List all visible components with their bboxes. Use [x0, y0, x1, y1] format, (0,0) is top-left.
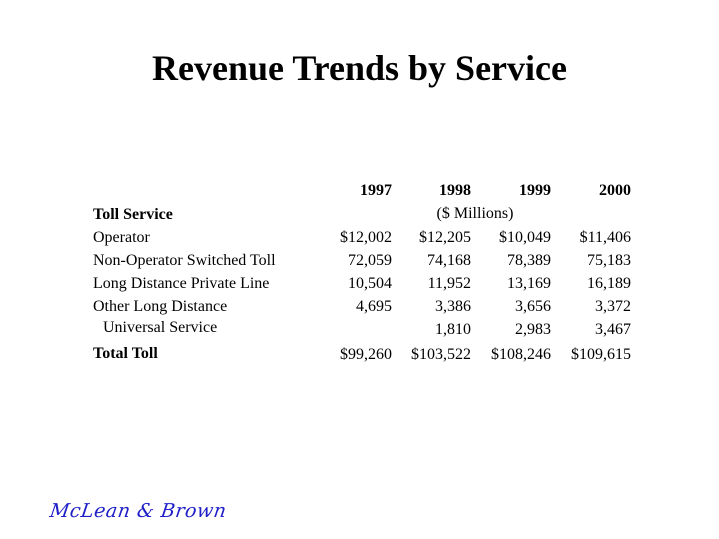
table-cell: $12,002 [340, 229, 392, 246]
row-label-other-long-distance: Other Long Distance [93, 298, 228, 315]
slide-title: Revenue Trends by Service [152, 48, 567, 88]
table-cell: 2,983 [515, 321, 551, 338]
year-header-1998: 1998 [439, 182, 471, 199]
table-cell: 3,386 [435, 298, 471, 315]
table-cell: $11,406 [579, 229, 631, 246]
table-cell: 13,169 [507, 275, 551, 292]
table-cell: 3,467 [595, 321, 631, 338]
table-cell: 3,372 [595, 298, 631, 315]
row-label-non-operator: Non-Operator Switched Toll [93, 252, 276, 269]
year-header-1997: 1997 [360, 182, 392, 199]
table-cell: 72,059 [348, 252, 392, 269]
row-label-total-toll: Total Toll [93, 345, 158, 362]
table-cell: 10,504 [348, 275, 392, 292]
row-label-operator: Operator [93, 229, 150, 246]
year-header-2000: 2000 [599, 182, 631, 199]
table-cell: 1,810 [435, 321, 471, 338]
table-cell: 11,952 [427, 275, 471, 292]
row-label-universal-service: Universal Service [103, 319, 218, 336]
table-cell: $10,049 [499, 229, 551, 246]
section-label: Toll Service [93, 206, 173, 223]
year-header-1999: 1999 [519, 182, 551, 199]
total-cell: $108,246 [491, 346, 551, 363]
total-cell: $99,260 [340, 346, 392, 363]
units-label: ($ Millions) [436, 205, 514, 222]
table-cell: 4,695 [356, 298, 392, 315]
total-cell: $109,615 [571, 346, 631, 363]
table-cell: 3,656 [515, 298, 551, 315]
table-cell: 74,168 [427, 252, 471, 269]
table-cell: $12,205 [419, 229, 471, 246]
table-cell: 78,389 [507, 252, 551, 269]
total-cell: $103,522 [411, 346, 471, 363]
table-cell: 75,183 [587, 252, 631, 269]
table-cell: 16,189 [587, 275, 631, 292]
company-logo: McLean & Brown [48, 500, 229, 522]
row-label-private-line: Long Distance Private Line [93, 275, 270, 292]
